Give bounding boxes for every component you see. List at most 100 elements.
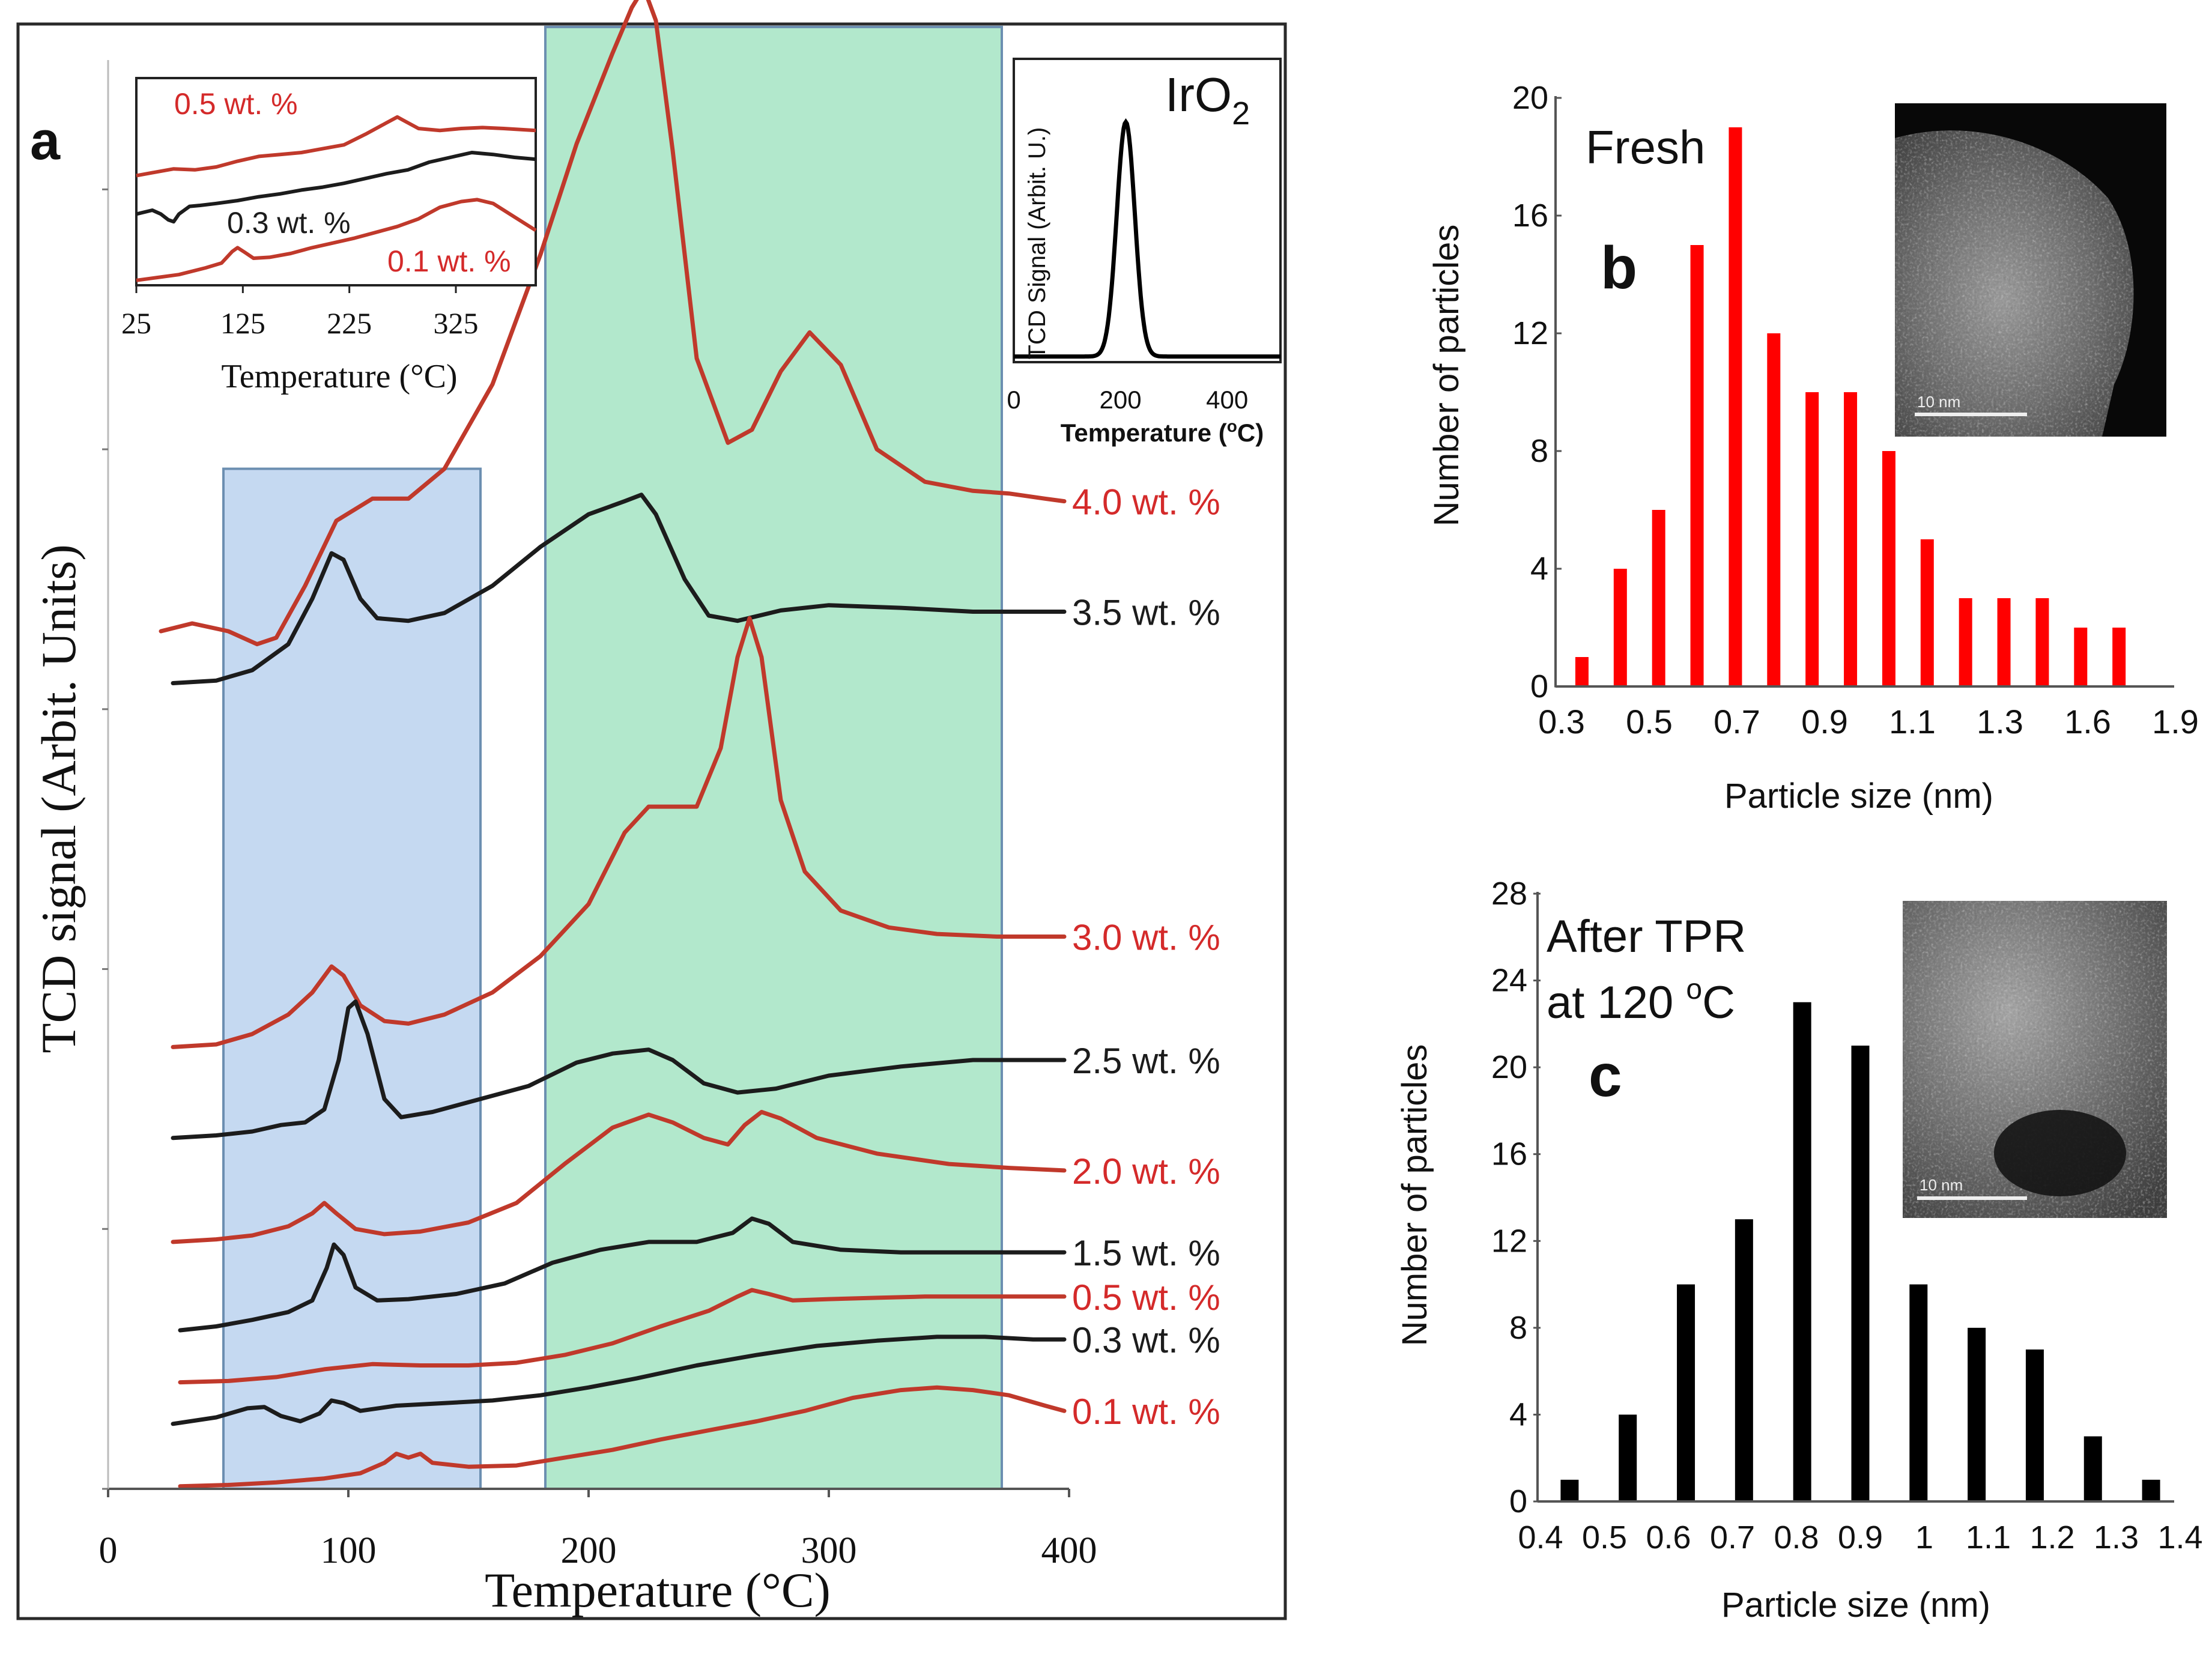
tpr-y-axis-label: TCD signal (Arbit. Units) (31, 544, 86, 1053)
hist-bar-1-5 (2035, 598, 2049, 686)
y-tick-label-0: 0 (1530, 668, 1548, 704)
x-tick-label-1: 1 (1915, 1519, 1933, 1556)
hist-bar-0-6 (1677, 1284, 1695, 1501)
series-line-0-1-wt (178, 1385, 1067, 1489)
tem-image-tpr: 10 nm (1903, 901, 2167, 1218)
x-tick-label-0-3: 0.3 (1538, 703, 1585, 741)
hist-bar-1-3 (1959, 598, 1972, 686)
y-tick-label-4: 4 (1509, 1396, 1527, 1432)
series-line-0-3-wt (171, 1334, 1067, 1426)
x-tick-label-1-6: 1.6 (2064, 703, 2111, 741)
tpr-y-ticks (102, 188, 108, 1490)
hist-bar-0-4 (1613, 569, 1627, 686)
y-tick-label-20: 20 (1512, 80, 1548, 116)
hist-bar-0-4 (1560, 1479, 1579, 1501)
series-label-0-1-wt: 0.1 wt. % (1072, 1392, 1220, 1432)
inset-low-x-tick-label-125: 125 (220, 306, 265, 340)
hist-fresh-axes (1554, 96, 2174, 688)
inset-label-0-5: 0.5 wt. % (174, 87, 298, 121)
low-temperature-region (222, 467, 482, 1491)
inset-low-series (136, 115, 537, 282)
inset-iro2-frame (1013, 58, 1282, 363)
y-tick-label-8: 8 (1530, 433, 1548, 469)
fresh-annotation: Fresh (1586, 121, 1705, 174)
y-tick-label-0: 0 (1509, 1483, 1527, 1519)
series-label-0-5-wt: 0.5 wt. % (1072, 1277, 1220, 1318)
y-tick-label-4: 4 (1530, 551, 1548, 587)
tpr-series-labels: 4.0 wt. % 3.5 wt. % 3.0 wt. % 2.5 wt. % 2.0 … (1072, 482, 1220, 1432)
series-line-0-5-wt (178, 1288, 1067, 1385)
series-line-3-0-wt (171, 616, 1067, 1049)
panel-b: 0 4 8 12 16 20 0.3 0.5 0.7 0.9 1.1 1.3 1.6 1.9 Fresh… (1427, 80, 2199, 816)
series-line-2-0-wt (171, 1110, 1067, 1244)
y-tick-label-8: 8 (1509, 1310, 1527, 1346)
x-tick-label-0-5: 0.5 (1582, 1519, 1627, 1556)
panel-a-frame (16, 22, 1287, 1620)
iro2-reduction-peak (1014, 118, 1280, 359)
inset-iro2-x-axis-label: Temperature (oC) (1061, 417, 1264, 447)
x-tick-label-300: 300 (801, 1530, 857, 1571)
hist-bar-0-8 (1767, 333, 1781, 686)
hist-bar-1-7 (2112, 628, 2126, 686)
hist-bar-1-1 (1882, 451, 1895, 686)
tpr-x-axis-label: Temperature (°C) (485, 1563, 831, 1617)
x-tick-label-0: 0 (99, 1530, 118, 1571)
panel-c-letter: c (1589, 1042, 1622, 1109)
panel-a-letter: a (30, 111, 61, 171)
hist-fresh-x-axis-label: Particle size (nm) (1724, 777, 1993, 816)
inset-label-0-3: 0.3 wt. % (227, 206, 351, 240)
x-tick-label-0-9: 0.9 (1801, 703, 1848, 741)
y-tick-label-12: 12 (1491, 1223, 1527, 1259)
inset-low-x-axis-label: Temperature (°C) (221, 358, 457, 395)
hist-tpr-bars (1560, 1002, 2160, 1501)
x-tick-label-1-9: 1.9 (2152, 703, 2199, 741)
x-tick-label-0-7: 0.7 (1710, 1519, 1755, 1556)
hist-bar-1-6 (2074, 628, 2088, 686)
panel-a: 0 100 200 300 400 4.0 wt. % 3.5 wt. % 3.0 wt. … (16, 0, 1287, 1620)
hist-fresh-bars (1575, 127, 2126, 686)
x-tick-label-0-9: 0.9 (1838, 1519, 1883, 1556)
inset-low-temperature: 25 125 225 325 0.5 wt. % 0.3 wt. % 0.1 wt. … (121, 77, 537, 395)
hist-tpr-y-axis-label: Number of particles (1395, 1044, 1434, 1347)
inset-iro2-x-ticks: 0 200 400 (1007, 386, 1248, 414)
x-tick-label-1-1: 1.1 (1889, 703, 1936, 741)
after-tpr-annotation-line1: After TPR (1547, 911, 1746, 962)
series-label-4-0-wt: 4.0 wt. % (1072, 482, 1220, 523)
x-tick-label-1-4: 1.4 (2157, 1519, 2202, 1556)
hist-bar-1-4 (1997, 598, 2011, 686)
hist-bar-0-5 (1652, 510, 1665, 686)
hist-bar-0-6 (1690, 245, 1704, 686)
inset-iro2-y-axis-label: TCD Signal (Arbit. U.) (1024, 127, 1050, 360)
x-tick-label-100: 100 (321, 1530, 377, 1571)
x-tick-label-400: 400 (1041, 1530, 1097, 1571)
hist-bar-0-9 (1805, 392, 1819, 686)
hist-tpr-y-ticks: 0 4 8 12 16 20 24 28 (1491, 876, 1541, 1519)
inset-low-line-0-1-wt (136, 198, 537, 282)
inset-low-x-tick-label-25: 25 (121, 306, 151, 340)
x-tick-label-0-8: 0.8 (1774, 1519, 1819, 1556)
x-tick-label-1-2: 1.2 (2029, 1519, 2074, 1556)
hist-tpr-axes (1536, 892, 2174, 1503)
hist-bar-0-7 (1735, 1219, 1753, 1501)
hist-bar-1-2 (2025, 1350, 2044, 1501)
hist-bar-1 (1909, 1284, 1928, 1501)
inset-low-line-0-5-wt (136, 115, 536, 178)
y-tick-label-16: 16 (1491, 1136, 1527, 1172)
y-tick-label-12: 12 (1512, 315, 1548, 351)
hist-bar-1-1 (1968, 1327, 1986, 1501)
inset-iro2-title: IrO2 (1165, 68, 1250, 132)
x-tick-label-0-7: 0.7 (1714, 703, 1760, 741)
y-tick-label-20: 20 (1491, 1049, 1527, 1085)
inset-low-x-ticks: 25 125 225 325 (121, 285, 479, 340)
hist-bar-0-3 (1575, 657, 1589, 686)
x-tick-label-1-3: 1.3 (1977, 703, 2023, 741)
hist-tpr-x-ticks: 0.4 0.5 0.6 0.7 0.8 0.9 1 1.1 1.2 1.3 1.4 (1518, 1519, 2202, 1556)
y-tick-label-28: 28 (1491, 876, 1527, 912)
series-label-3-5-wt: 3.5 wt. % (1072, 593, 1220, 633)
hist-fresh-y-ticks: 0 4 8 12 16 20 (1512, 80, 1562, 704)
x-tick-label-0-4: 0.4 (1518, 1519, 1563, 1556)
series-line-2-5-wt (171, 999, 1067, 1141)
inset-low-frame (135, 77, 537, 286)
panel-c: 0 4 8 12 16 20 24 28 0.4 0.5 0.6 0.7 0.8 0.9 1 1.1 1.2 1… (1395, 876, 2203, 1625)
